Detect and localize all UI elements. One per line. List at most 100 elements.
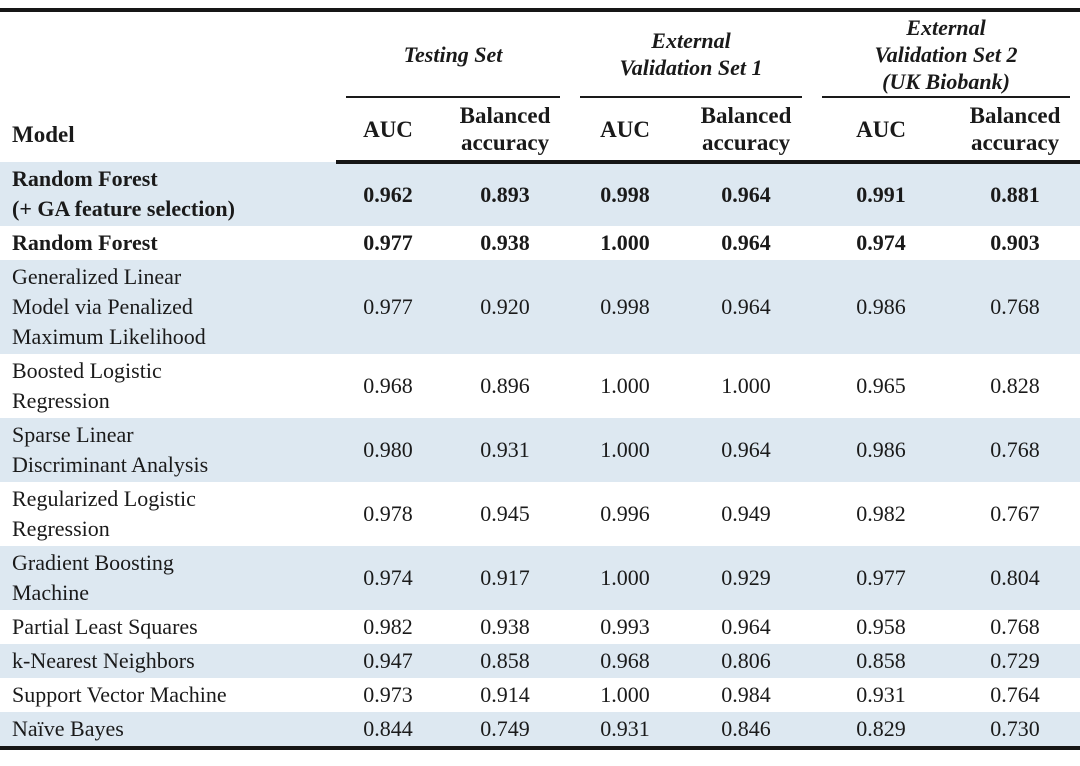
value-cell-ev1-auc: 1.000 (600, 565, 650, 590)
column-header-auc-testing: AUC (336, 98, 440, 164)
value-cell-ev1-auc: 0.968 (600, 648, 650, 673)
value-cell-ev2-balanced: 0.881 (990, 182, 1040, 207)
value-cell-testing-balanced: 0.931 (480, 437, 530, 462)
value-cell-testing-balanced: 0.938 (480, 230, 530, 255)
value-cell-testing-balanced: 0.917 (480, 565, 530, 590)
value-cell-ev1-auc: 1.000 (600, 682, 650, 707)
value-cell-testing-balanced: 0.893 (480, 182, 530, 207)
value-cell-ev2-balanced: 0.768 (990, 294, 1040, 319)
value-cell-ev1-balanced: 1.000 (721, 373, 771, 398)
value-cell-ev1-balanced: 0.846 (721, 716, 771, 741)
table-row: Gradient Boosting Machine 0.974 0.917 1.… (0, 546, 1080, 610)
group-label-testing-set: Testing Set (346, 12, 561, 98)
column-header-auc-ev1: AUC (570, 98, 681, 164)
table-row: Regularized Logistic Regression 0.978 0.… (0, 482, 1080, 546)
table-row: Partial Least Squares 0.982 0.938 0.993 … (0, 610, 1080, 644)
value-cell-testing-balanced: 0.749 (480, 716, 530, 741)
group-header-row: Model Testing Set External Validation Se… (0, 10, 1080, 147)
value-cell-ev1-balanced: 0.929 (721, 565, 771, 590)
model-name-cell: Partial Least Squares (12, 614, 198, 639)
value-cell-ev2-auc: 0.974 (856, 230, 906, 255)
value-cell-testing-balanced: 0.914 (480, 682, 530, 707)
value-cell-ev2-balanced: 0.768 (990, 614, 1040, 639)
value-cell-ev2-balanced: 0.730 (990, 716, 1040, 741)
value-cell-ev1-balanced: 0.964 (721, 437, 771, 462)
value-cell-ev1-balanced: 0.984 (721, 682, 771, 707)
table-row: Generalized Linear Model via Penalized M… (0, 260, 1080, 354)
table-row: k-Nearest Neighbors 0.947 0.858 0.968 0.… (0, 644, 1080, 678)
model-name-cell: Random Forest (+ GA feature selection) (12, 166, 235, 221)
value-cell-testing-auc: 0.978 (363, 501, 413, 526)
table-row: Random Forest (+ GA feature selection) 0… (0, 162, 1080, 226)
value-cell-ev2-balanced: 0.768 (990, 437, 1040, 462)
value-cell-ev2-balanced: 0.804 (990, 565, 1040, 590)
value-cell-ev1-auc: 0.931 (600, 716, 650, 741)
column-header-balanced-ev1: Balanced accuracy (680, 98, 813, 164)
value-cell-ev2-auc: 0.986 (856, 294, 906, 319)
table-row: Naïve Bayes 0.844 0.749 0.931 0.846 0.82… (0, 712, 1080, 748)
model-name-cell: Boosted Logistic Regression (12, 358, 162, 413)
model-name-cell: Sparse Linear Discriminant Analysis (12, 422, 209, 477)
model-name-cell: Naïve Bayes (12, 716, 124, 741)
value-cell-ev1-auc: 1.000 (600, 437, 650, 462)
value-cell-ev1-auc: 0.993 (600, 614, 650, 639)
value-cell-ev2-balanced: 0.767 (990, 501, 1040, 526)
value-cell-ev1-balanced: 0.806 (721, 648, 771, 673)
value-cell-ev1-balanced: 0.964 (721, 614, 771, 639)
model-name-cell: k-Nearest Neighbors (12, 648, 195, 673)
value-cell-testing-auc: 0.982 (363, 614, 413, 639)
column-header-balanced-ev2: Balanced accuracy (950, 98, 1080, 164)
group-label-external-validation-1: External Validation Set 1 (580, 12, 803, 98)
column-group-external-validation-1: External Validation Set 1 (570, 10, 812, 98)
value-cell-testing-balanced: 0.945 (480, 501, 530, 526)
value-cell-ev2-auc: 0.931 (856, 682, 906, 707)
value-cell-testing-auc: 0.980 (363, 437, 413, 462)
value-cell-testing-auc: 0.974 (363, 565, 413, 590)
model-name-cell: Generalized Linear Model via Penalized M… (12, 264, 206, 349)
value-cell-ev1-auc: 1.000 (600, 230, 650, 255)
table-row: Random Forest 0.977 0.938 1.000 0.964 0.… (0, 226, 1080, 260)
table-row: Support Vector Machine 0.973 0.914 1.000… (0, 678, 1080, 712)
value-cell-ev1-auc: 0.998 (600, 182, 650, 207)
value-cell-testing-auc: 0.977 (363, 294, 413, 319)
value-cell-ev1-balanced: 0.964 (721, 230, 771, 255)
model-name-cell: Gradient Boosting Machine (12, 550, 174, 605)
value-cell-ev2-auc: 0.958 (856, 614, 906, 639)
value-cell-testing-auc: 0.962 (363, 182, 413, 207)
model-performance-table: Model Testing Set External Validation Se… (0, 8, 1080, 750)
value-cell-testing-auc: 0.973 (363, 682, 413, 707)
model-name-cell: Random Forest (12, 230, 158, 255)
value-cell-ev2-auc: 0.858 (856, 648, 906, 673)
value-cell-testing-balanced: 0.858 (480, 648, 530, 673)
value-cell-ev1-balanced: 0.949 (721, 501, 771, 526)
value-cell-ev2-auc: 0.991 (856, 182, 906, 207)
column-header-model: Model (12, 122, 75, 147)
value-cell-ev2-balanced: 0.903 (990, 230, 1040, 255)
value-cell-testing-auc: 0.968 (363, 373, 413, 398)
value-cell-ev2-auc: 0.965 (856, 373, 906, 398)
value-cell-ev2-auc: 0.982 (856, 501, 906, 526)
column-group-external-validation-2: External Validation Set 2 (UK Biobank) (812, 10, 1080, 98)
value-cell-ev2-balanced: 0.764 (990, 682, 1040, 707)
value-cell-testing-balanced: 0.920 (480, 294, 530, 319)
value-cell-ev1-balanced: 0.964 (721, 294, 771, 319)
value-cell-testing-balanced: 0.938 (480, 614, 530, 639)
value-cell-ev2-auc: 0.977 (856, 565, 906, 590)
column-header-balanced-testing: Balanced accuracy (440, 98, 571, 164)
value-cell-testing-auc: 0.977 (363, 230, 413, 255)
column-group-testing-set: Testing Set (336, 10, 570, 98)
value-cell-ev2-auc: 0.829 (856, 716, 906, 741)
value-cell-ev1-balanced: 0.964 (721, 182, 771, 207)
value-cell-ev1-auc: 1.000 (600, 373, 650, 398)
model-name-cell: Support Vector Machine (12, 682, 227, 707)
column-header-auc-ev2: AUC (812, 98, 951, 164)
group-label-external-validation-2: External Validation Set 2 (UK Biobank) (822, 12, 1071, 98)
value-cell-ev1-auc: 0.996 (600, 501, 650, 526)
table-row: Boosted Logistic Regression 0.968 0.896 … (0, 354, 1080, 418)
model-name-cell: Regularized Logistic Regression (12, 486, 196, 541)
value-cell-ev1-auc: 0.998 (600, 294, 650, 319)
value-cell-ev2-balanced: 0.729 (990, 648, 1040, 673)
value-cell-ev2-balanced: 0.828 (990, 373, 1040, 398)
sub-header-row: AUC Balanced accuracy AUC Balanced accur… (0, 98, 1080, 164)
